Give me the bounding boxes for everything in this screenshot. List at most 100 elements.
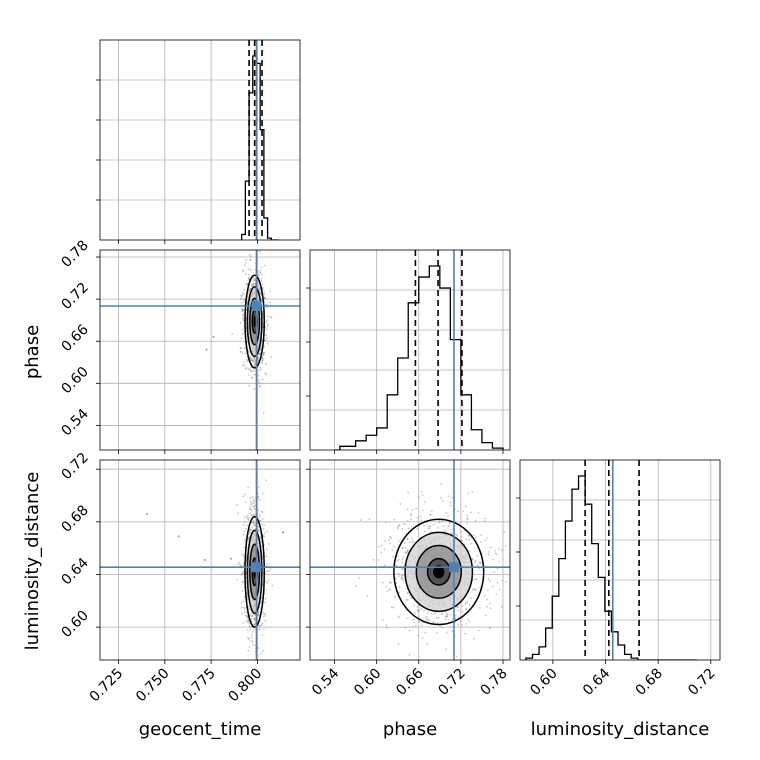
sample-point bbox=[464, 601, 467, 604]
sample-point bbox=[249, 614, 252, 617]
sample-point bbox=[251, 630, 254, 633]
sample-point bbox=[476, 547, 479, 550]
sample-point bbox=[250, 376, 253, 379]
sample-point bbox=[242, 308, 244, 311]
sample-point bbox=[464, 632, 467, 635]
sample-point bbox=[243, 347, 246, 350]
sample-point bbox=[251, 521, 254, 523]
sample-point bbox=[236, 578, 239, 581]
sample-point bbox=[386, 590, 389, 593]
sample-point bbox=[451, 533, 454, 535]
sample-point bbox=[253, 619, 256, 622]
sample-point bbox=[244, 352, 247, 355]
sample-point bbox=[249, 258, 252, 261]
sample-point bbox=[261, 382, 264, 385]
sample-point bbox=[247, 367, 250, 370]
sample-point bbox=[389, 542, 392, 545]
xlabel-phase: phase bbox=[383, 719, 437, 740]
sample-point bbox=[479, 561, 481, 564]
sample-point bbox=[474, 588, 477, 591]
sample-point bbox=[466, 518, 469, 521]
sample-point bbox=[259, 352, 261, 355]
sample-point bbox=[461, 610, 464, 613]
sample-point bbox=[440, 483, 442, 486]
x-tick-label: 0.64 bbox=[580, 665, 613, 698]
sample-point bbox=[385, 627, 388, 629]
sample-point bbox=[428, 619, 431, 622]
sample-point bbox=[368, 518, 371, 521]
sample-point bbox=[253, 524, 255, 527]
sample-point bbox=[251, 626, 253, 629]
sample-point bbox=[244, 501, 247, 503]
sample-point bbox=[258, 287, 260, 290]
sample-point bbox=[258, 499, 261, 501]
sample-point bbox=[257, 525, 259, 528]
sample-point bbox=[262, 527, 265, 530]
sample-point bbox=[410, 513, 413, 515]
sample-point bbox=[424, 631, 427, 634]
sample-point bbox=[240, 301, 243, 304]
sample-point bbox=[406, 508, 409, 511]
sample-point bbox=[470, 511, 472, 514]
sample-point bbox=[398, 575, 401, 578]
sample-point bbox=[261, 511, 264, 514]
sample-point bbox=[249, 512, 251, 515]
sample-point bbox=[249, 355, 252, 358]
sample-point bbox=[264, 601, 267, 604]
sample-point bbox=[266, 530, 269, 533]
sample-point bbox=[251, 376, 254, 379]
sample-point bbox=[205, 348, 208, 351]
sample-point bbox=[266, 342, 269, 345]
contour-line bbox=[249, 297, 261, 346]
sample-point bbox=[466, 601, 469, 604]
sample-point bbox=[244, 527, 247, 530]
sample-point bbox=[396, 555, 399, 558]
sample-point bbox=[257, 495, 260, 498]
sample-point bbox=[430, 510, 433, 512]
sample-point bbox=[253, 506, 256, 509]
sample-point bbox=[426, 642, 429, 645]
sample-point bbox=[242, 269, 244, 272]
sample-point bbox=[479, 562, 482, 565]
sample-point bbox=[253, 500, 255, 503]
panel-hist-geocent_time bbox=[96, 39, 301, 244]
sample-point bbox=[266, 328, 268, 331]
sample-point bbox=[250, 636, 253, 639]
sample-point bbox=[253, 360, 256, 363]
sample-point bbox=[474, 560, 476, 563]
sample-point bbox=[463, 529, 466, 532]
sample-point bbox=[258, 514, 261, 516]
sample-point bbox=[265, 373, 268, 376]
sample-point bbox=[253, 358, 256, 361]
sample-point bbox=[251, 641, 254, 643]
sample-point bbox=[252, 521, 255, 524]
sample-point bbox=[416, 605, 419, 608]
sample-point bbox=[261, 518, 264, 520]
sample-point bbox=[246, 617, 249, 620]
sample-point bbox=[475, 578, 478, 581]
sample-point bbox=[445, 615, 447, 618]
sample-point bbox=[262, 352, 265, 355]
sample-point bbox=[252, 522, 255, 524]
histogram-step bbox=[334, 265, 504, 450]
sample-point bbox=[249, 508, 252, 511]
sample-point bbox=[484, 539, 487, 541]
sample-point bbox=[212, 335, 215, 339]
sample-point bbox=[265, 321, 268, 324]
contour-line bbox=[393, 518, 485, 626]
sample-point bbox=[247, 268, 250, 271]
sample-point bbox=[501, 579, 504, 582]
sample-point bbox=[444, 529, 446, 532]
density-core bbox=[433, 565, 445, 579]
sample-point bbox=[408, 629, 411, 632]
sample-point bbox=[464, 505, 467, 508]
sample-point bbox=[250, 284, 253, 287]
sample-point bbox=[254, 618, 257, 621]
sample-point bbox=[467, 538, 470, 541]
y-tick-label: 0.54 bbox=[58, 406, 91, 439]
sample-point bbox=[240, 350, 243, 353]
sample-point bbox=[381, 619, 384, 621]
sample-point bbox=[240, 347, 242, 350]
sample-point bbox=[468, 620, 471, 623]
sample-point bbox=[261, 300, 263, 303]
